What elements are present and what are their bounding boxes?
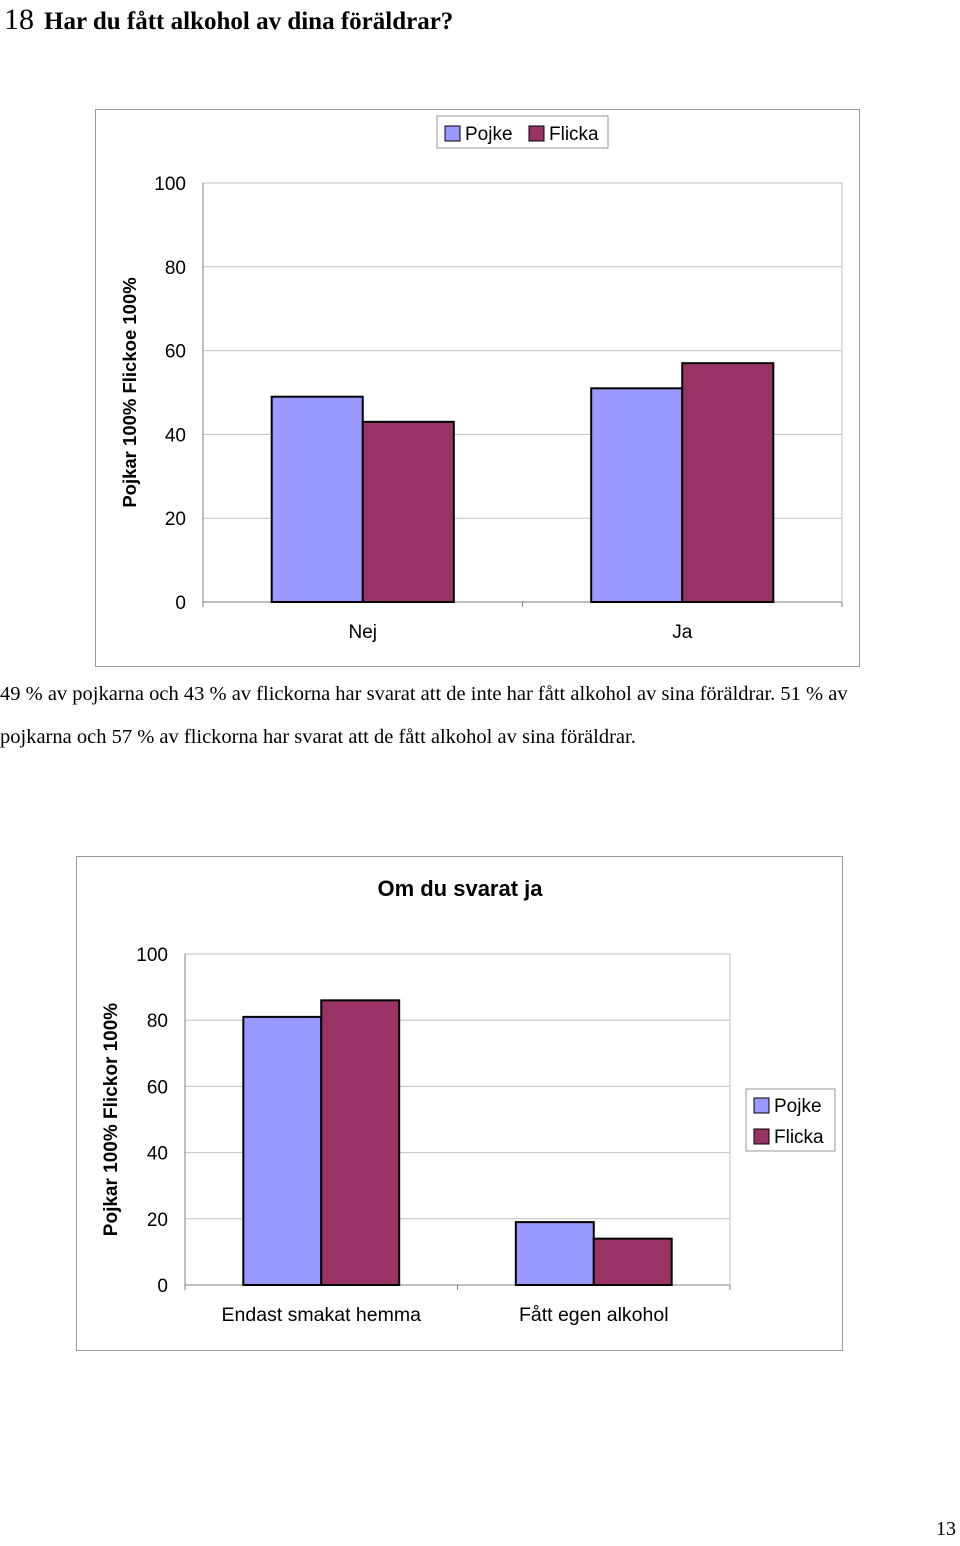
y-tick-label: 20: [165, 509, 186, 530]
heading-number: 18: [4, 3, 34, 36]
legend-label-pojke: Pojke: [774, 1096, 822, 1117]
y-tick-label: 0: [175, 593, 186, 614]
heading-text: Har du fått alkohol av dina föräldrar?: [44, 8, 454, 35]
chart-2-frame: 0 20 40 60 80 100 Endast smakat hemma Fått egen…: [76, 856, 843, 1351]
page-number: 13: [936, 1518, 956, 1540]
y-tick-label: 20: [147, 1210, 168, 1231]
y-axis-label: Pojkar 100% Flickoe 100%: [119, 277, 140, 507]
legend-swatch-pojke: [444, 125, 461, 142]
chart-title: Om du svarat ja: [377, 876, 543, 901]
bar-flicka-ja: [681, 362, 775, 603]
x-category-label: Endast smakat hemma: [222, 1304, 422, 1326]
y-tick-label: 40: [165, 425, 186, 446]
y-tick-label: 60: [165, 342, 186, 363]
chart-1-frame: 0 20 40 60 80 100 Nej Ja Pojkar 100% Flickoe 100…: [95, 109, 860, 667]
bar-flicka-nej: [361, 420, 455, 603]
y-axis-label: Pojkar 100% Flickor 100%: [101, 1003, 122, 1237]
y-tick-label: 60: [147, 1077, 168, 1098]
legend-label-flicka: Flicka: [774, 1127, 824, 1148]
bar-flicka-endast-smakat-hemma: [320, 999, 401, 1286]
x-category-label: Fått egen alkohol: [519, 1304, 669, 1326]
body-paragraph: 49 % av pojkarna och 43 % av flickorna h…: [0, 683, 848, 748]
chart-2: 0 20 40 60 80 100 Endast smakat hemma Fått egen…: [101, 876, 836, 1326]
x-category-label: Ja: [672, 622, 693, 643]
bar-pojke-ja: [590, 387, 684, 603]
bar-flicka-fått-egen-alkohol: [592, 1237, 673, 1287]
y-tick-label: 40: [147, 1144, 168, 1165]
y-tick-label: 80: [165, 258, 186, 279]
y-tick-label: 100: [136, 945, 168, 966]
chart-1: 0 20 40 60 80 100 Nej Ja Pojkar 100% Flickoe 100…: [119, 115, 843, 643]
y-tick-label: 80: [147, 1011, 168, 1032]
legend-swatch-flicka: [528, 125, 545, 142]
bar-pojke-nej: [270, 395, 364, 603]
legend-box: [436, 115, 609, 149]
x-category-label: Nej: [348, 622, 377, 643]
page-heading: 18 Har du fått alkohol av dina föräldrar?: [4, 0, 453, 37]
y-tick-label: 100: [154, 174, 186, 195]
bar-pojke-endast-smakat-hemma: [242, 1015, 323, 1286]
legend-swatch-pojke: [753, 1097, 770, 1114]
legend-label-pojke: Pojke: [465, 124, 513, 145]
bar-pojke-fått-egen-alkohol: [514, 1221, 595, 1286]
legend-label-flicka: Flicka: [549, 124, 599, 145]
y-tick-label: 0: [157, 1276, 168, 1297]
legend-swatch-flicka: [753, 1128, 770, 1145]
